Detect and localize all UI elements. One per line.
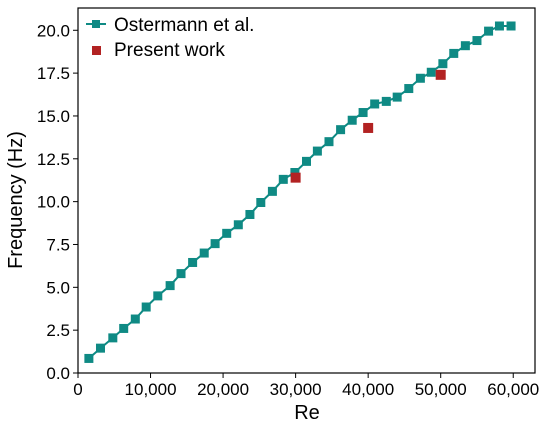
data-point-ostermann [119,323,129,333]
y-tick-label: 2.5 [46,321,70,340]
x-tick-label: 0 [73,380,82,399]
legend-label-present: Present work [114,40,225,61]
data-point-ostermann [199,248,209,258]
data-point-ostermann [347,115,357,125]
data-point-ostermann [267,186,277,196]
data-point-ostermann [370,99,380,109]
series-line-ostermann [88,25,512,360]
y-tick-label: 12.5 [37,150,70,169]
data-point-ostermann [188,257,198,267]
data-point-present-work [435,69,446,80]
legend: Ostermann et al. Present work [86,15,254,61]
legend-label-ostermann: Ostermann et al. [114,15,254,36]
plot-area [77,7,536,374]
data-point-ostermann [392,92,402,102]
data-point-ostermann [222,228,232,238]
y-tick-label: 17.5 [37,64,70,83]
data-point-ostermann [210,239,220,249]
data-point-ostermann [415,73,425,83]
data-point-ostermann [506,21,516,31]
data-point-present-work [290,172,301,183]
y-tick-label: 20.0 [37,21,70,40]
x-tick-label: 60,000 [487,380,539,399]
data-point-ostermann [302,156,311,166]
data-point-ostermann [404,84,414,94]
data-point-ostermann [438,59,448,69]
data-point-ostermann [484,26,494,36]
series-layer [84,21,516,363]
data-point-ostermann [278,174,288,184]
data-point-ostermann [449,48,459,58]
y-tick-label: 15.0 [37,107,70,126]
data-point-ostermann [84,353,94,363]
x-axis-title: Re [294,402,320,423]
data-point-ostermann [324,137,334,147]
data-point-ostermann [245,209,255,219]
data-point-ostermann [358,108,368,118]
data-point-ostermann [165,281,175,291]
plot-frame [77,7,536,374]
data-point-ostermann [153,291,163,301]
data-point-ostermann [336,125,346,135]
y-axis-title: Frequency (Hz) [5,131,27,269]
data-point-ostermann [256,197,266,207]
data-point-ostermann [460,41,470,51]
data-point-ostermann [426,67,436,77]
x-tick-label: 10,000 [125,380,177,399]
data-point-ostermann [108,333,118,343]
data-point-present-work [363,122,374,133]
data-point-ostermann [176,269,186,279]
data-point-ostermann [141,302,151,312]
x-axis: 0 10,000 20,000 30,000 40,000 50,000 60,000 [73,373,539,399]
data-point-ostermann [130,314,140,324]
y-tick-label: 10.0 [37,193,70,212]
data-point-ostermann [494,21,504,31]
x-tick-label: 40,000 [342,380,394,399]
y-tick-label: 5.0 [46,278,70,297]
y-tick-label: 0.0 [46,364,70,383]
x-tick-label: 30,000 [270,380,322,399]
x-tick-label: 20,000 [197,380,249,399]
data-point-ostermann [290,168,300,178]
x-tick-label: 50,000 [415,380,467,399]
legend-marker-ostermann [92,20,100,28]
data-point-ostermann [472,36,482,46]
y-axis: 0.0 2.5 5.0 7.5 10.0 12.5 15.0 17.5 20.0 [37,21,78,383]
legend-marker-present [92,46,101,55]
data-point-ostermann [312,146,322,156]
data-point-ostermann [233,220,243,230]
y-tick-label: 7.5 [46,235,70,254]
data-point-ostermann [381,96,391,106]
data-point-ostermann [95,343,105,353]
